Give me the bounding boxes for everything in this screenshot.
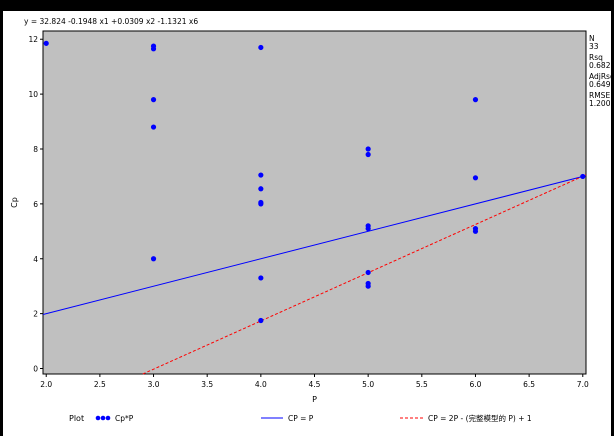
- chart-svg: 2.0 2.5 3.0 3.5 4.0 4.5 5.0 5.5 6.0 6.5 7.0 0 2 4 6 8 10…: [10, 17, 611, 423]
- data-point: [365, 146, 371, 152]
- legend-item-label: CP = 2P - (完整模型的 P) + 1: [428, 413, 532, 423]
- legend-marker-dot: [100, 415, 106, 421]
- data-point: [472, 175, 479, 181]
- x-axis-label: P: [312, 395, 317, 404]
- data-point: [150, 124, 157, 130]
- chart-frame: 2.0 2.5 3.0 3.5 4.0 4.5 5.0 5.5 6.0 6.5 7.0 0 2 4 6 8 10…: [3, 11, 611, 436]
- data-point: [258, 186, 264, 192]
- x-tick-label: 6.0: [469, 380, 481, 389]
- y-tick-label: 8: [33, 145, 38, 154]
- data-point: [365, 225, 371, 232]
- stat-value: 0.6491: [589, 80, 611, 89]
- data-point: [258, 275, 264, 281]
- y-tick-label: 2: [33, 310, 38, 319]
- x-tick-label: 3.5: [201, 380, 213, 389]
- x-tick-label: 4.0: [255, 380, 267, 389]
- x-tick-label: 4.5: [309, 380, 321, 389]
- data-point: [43, 40, 49, 46]
- legend-item-label: CP = P: [288, 414, 314, 423]
- regression-equation: y = 32.824 -0.1948 x1 +0.0309 x2 -1.1321…: [24, 17, 198, 26]
- data-point: [258, 317, 264, 324]
- data-point: [150, 256, 157, 262]
- data-point: [258, 172, 264, 178]
- legend-marker-dot: [105, 415, 111, 421]
- reference-line-cp-2p: [142, 174, 587, 375]
- data-point: [258, 44, 264, 51]
- x-tick-label: 7.0: [577, 380, 589, 389]
- data-point: [258, 201, 264, 207]
- stat-label: RMSE: [589, 91, 610, 100]
- plot-area: [42, 30, 587, 375]
- stat-label: AdjRsq: [589, 72, 611, 81]
- data-point: [472, 97, 479, 103]
- y-tick-label: 4: [33, 255, 38, 264]
- data-point: [150, 97, 157, 103]
- legend-item-label: Cp*P: [115, 414, 134, 423]
- y-tick-label: 10: [28, 90, 38, 99]
- x-tick-label: 2.0: [40, 380, 52, 389]
- legend: Plot Cp*P CP = P CP = 2P - (完整模型的 P) + 1: [69, 413, 532, 423]
- x-tick-label: 5.0: [362, 380, 374, 389]
- data-point: [150, 46, 157, 52]
- legend-marker-dot: [95, 415, 101, 421]
- data-point: [365, 269, 371, 276]
- data-point: [472, 228, 479, 234]
- y-tick-label: 6: [33, 200, 38, 209]
- stat-value: 33: [589, 42, 599, 51]
- stat-value: 1.2001: [589, 99, 611, 108]
- y-tick-label: 12: [28, 35, 38, 44]
- stat-value: 0.6820: [589, 61, 611, 70]
- data-point: [365, 151, 371, 158]
- data-point: [365, 283, 371, 289]
- x-tick-label: 5.5: [416, 380, 428, 389]
- y-axis-label: Cp: [10, 197, 19, 208]
- data-point: [580, 173, 586, 180]
- y-tick-label: 0: [33, 365, 38, 374]
- x-tick-label: 3.0: [148, 380, 160, 389]
- x-tick-label: 6.5: [523, 380, 535, 389]
- stat-label: N: [589, 34, 595, 43]
- reference-line-cp-p: [42, 175, 587, 315]
- x-tick-label: 2.5: [94, 380, 106, 389]
- legend-title: Plot: [69, 414, 84, 423]
- stat-label: Rsq: [589, 53, 603, 62]
